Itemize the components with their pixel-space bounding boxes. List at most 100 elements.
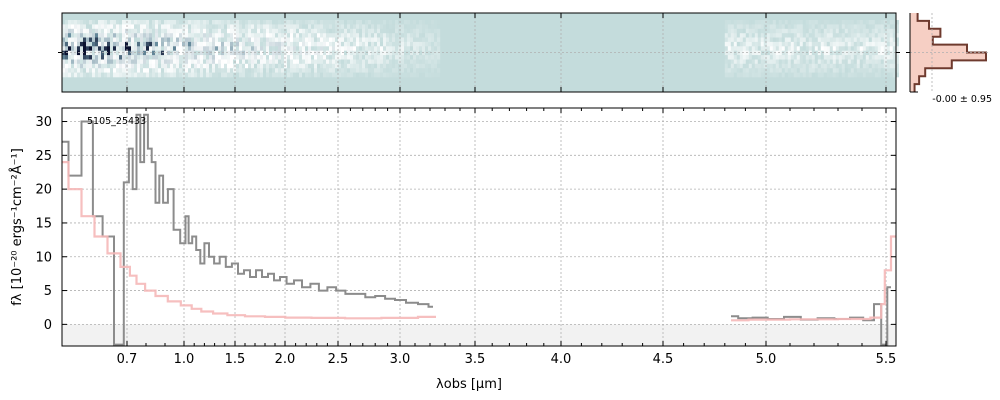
spectrum-2d-pixel [817,68,821,73]
spectrum-2d-pixel [880,20,884,25]
spectrum-2d-pixel [829,72,833,78]
spectrum-2d-pixel [209,37,213,43]
spectrum-2d-pixel [161,55,165,60]
spectrum-2d-pixel [71,63,75,69]
spectrum-2d-pixel [176,72,180,78]
spectrum-2d-pixel [344,55,348,60]
spectrum-2d-pixel [841,63,845,69]
spectrum-2d-pixel [757,68,761,73]
spectrum-2d-pixel [107,63,111,69]
spectrum-2d-pixel [86,68,90,73]
spectrum-2d-pixel [802,33,806,38]
spectrum-2d-pixel [110,63,114,69]
spectrum-2d-pixel [284,24,288,30]
spectrum-2d-pixel [200,50,204,56]
spectrum-2d-pixel [766,63,770,69]
spectrum-2d-pixel [227,24,231,30]
spectrum-2d-pixel [245,24,249,30]
spectrum-2d-pixel [742,72,746,78]
spectrum-2d-pixel [197,20,201,25]
spectrum-2d-pixel [814,33,818,38]
spectrum-2d-pixel [395,55,399,60]
spectrum-2d-pixel [856,72,860,78]
spectrum-2d-pixel [101,59,105,65]
spectrum-2d-pixel [338,72,342,78]
spectrum-2d-pixel [368,50,372,56]
spectrum-2d-pixel [889,41,893,47]
spectrum-2d-pixel [724,55,728,60]
spectrum-2d-pixel [751,63,755,69]
spectrum-2d-pixel [856,41,860,47]
spectrum-2d-pixel [359,28,363,34]
spectrum-2d-pixel [278,68,282,73]
spectrum-2d-pixel [778,63,782,69]
spectrum-2d-pixel [167,41,171,47]
spectrum-2d-pixel [254,24,258,30]
spectrum-2d-pixel [284,28,288,34]
spectrum-2d-pixel [374,20,378,25]
spectrum-2d-pixel [329,55,333,60]
spectrum-2d-pixel [733,55,737,60]
spectrum-2d-pixel [871,33,875,38]
spectrum-2d-pixel [299,63,303,69]
spectrum-2d-pixel [227,20,231,25]
spectrum-2d-pixel [95,28,99,34]
spectrum-2d-pixel [215,24,219,30]
spectrum-2d-pixel [149,28,153,34]
spectrum-2d-pixel [311,24,315,30]
spectrum-2d-pixel [362,68,366,73]
spectrum-2d-pixel [254,72,258,78]
spectrum-2d-pixel [179,33,183,38]
spectrum-2d-pixel [428,24,432,30]
spectrum-2d-pixel [119,55,123,60]
spectrum-2d-pixel [739,41,743,47]
spectrum-2d-pixel [730,55,734,60]
spectrum-2d-pixel [365,55,369,60]
x-tick-label: 1.0 [174,352,195,367]
spectrum-2d-pixel [407,55,411,60]
spectrum-2d-pixel [817,28,821,34]
spectrum-2d-pixel [80,33,84,38]
spectrum-2d-pixel [748,24,752,30]
spectrum-2d-pixel [65,59,69,65]
spectrum-2d-pixel [886,55,890,60]
spectrum-2d-pixel [859,50,863,56]
spectrum-2d-pixel [377,24,381,30]
spectrum-2d-pixel [137,59,141,65]
spectrum-2d-pixel [290,50,294,56]
spectrum-2d-pixel [736,33,740,38]
spectrum-2d-pixel [865,46,869,51]
spectrum-2d-pixel [113,37,117,43]
spectrum-2d-pixel [383,33,387,38]
spectrum-2d-pixel [874,55,878,60]
spectrum-2d-pixel [362,24,366,30]
spectrum-2d-pixel [341,37,345,43]
spectrum-2d-pixel [191,72,195,78]
spectrum-2d-pixel [233,33,237,38]
spectrum-2d-pixel [332,50,336,56]
spectrum-2d-pixel [152,63,156,69]
spectrum-2d-pixel [128,33,132,38]
spectrum-2d-pixel [811,59,815,65]
spectrum-2d-pixel [416,59,420,65]
spectrum-2d-pixel [248,72,252,78]
spectrum-2d-pixel [862,59,866,65]
spectrum-2d-pixel [419,50,423,56]
spectrum-2d-pixel [128,41,132,47]
spectrum-2d-pixel [179,20,183,25]
spectrum-2d-pixel [730,28,734,34]
spectrum-2d-pixel [317,41,321,47]
spectrum-2d-pixel [281,55,285,60]
spectrum-2d-pixel [173,46,177,51]
spectrum-2d-pixel [880,72,884,78]
spectrum-2d-pixel [428,59,432,65]
spectrum-2d-pixel [814,63,818,69]
spectrum-2d-pixel [880,46,884,51]
spectrum-2d-pixel [128,46,132,51]
spectrum-2d-pixel [173,50,177,56]
spectrum-2d-pixel [113,50,117,56]
spectrum-2d-pixel [242,46,246,51]
spectrum-2d-pixel [892,20,896,25]
spectrum-2d-pixel [434,68,438,73]
spectrum-2d-pixel [188,24,192,30]
